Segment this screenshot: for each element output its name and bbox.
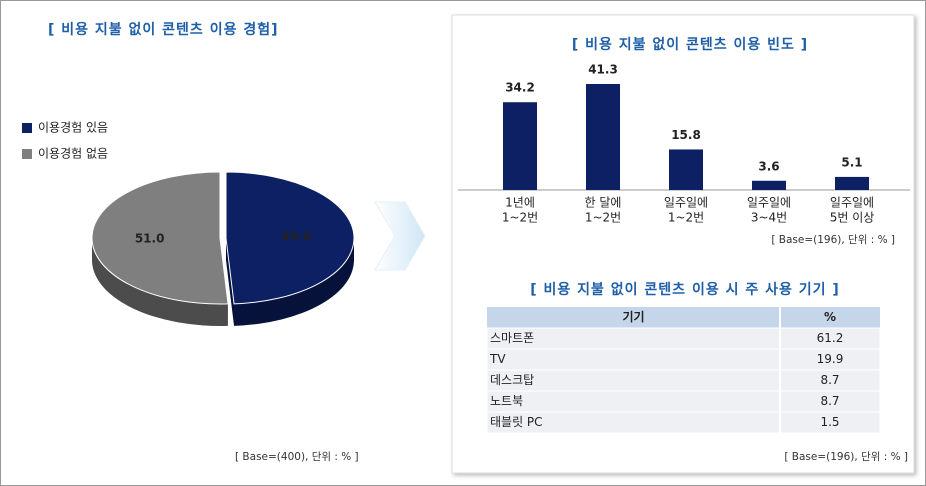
table-cell: TV — [489, 352, 506, 366]
bar — [669, 149, 703, 190]
table-cell: 1.5 — [820, 415, 839, 429]
data-label: 34.2 — [505, 81, 535, 95]
table-cell: 노트북 — [490, 394, 523, 408]
arrow — [374, 201, 426, 271]
legend-label: 이용경험 없음 — [38, 147, 108, 161]
data-label: 49.0 — [282, 229, 312, 243]
bar — [503, 102, 537, 190]
table-cell: 61.2 — [817, 331, 844, 345]
table-header: % — [824, 310, 836, 324]
pie-note: [ Base=(400), 단위 : % ] — [235, 450, 359, 463]
table-header-bg — [487, 307, 880, 328]
x-tick-label: 1~2번 — [668, 211, 704, 225]
data-label: 5.1 — [841, 155, 862, 169]
x-tick-label: 5번 이상 — [830, 211, 875, 225]
x-tick-label: 한 달에 — [585, 196, 622, 210]
table-row-bg — [486, 411, 881, 434]
table-cell: 8.7 — [820, 373, 839, 387]
table-cell: 태블릿 PC — [490, 415, 543, 429]
x-tick-label: 1~2번 — [585, 211, 621, 225]
bar-note: [ Base=(196), 단위 : % ] — [771, 233, 895, 246]
data-label: 15.8 — [671, 128, 701, 142]
legend-label: 이용경험 있음 — [38, 121, 108, 135]
legend-swatch — [22, 149, 32, 159]
bar — [752, 180, 786, 190]
table-note: [ Base=(196), 단위 : % ] — [784, 450, 908, 463]
table-cell: 스마트폰 — [490, 331, 534, 345]
pie-title: [ 비용 지불 없이 콘텐츠 이용 경험] — [48, 21, 278, 38]
data-label: 3.6 — [758, 159, 779, 173]
table-cell: 19.9 — [817, 352, 844, 366]
x-tick-label: 일주일에 — [664, 196, 708, 210]
x-tick-label: 일주일에 — [747, 196, 791, 210]
bar — [835, 176, 869, 190]
pie-slice — [225, 171, 355, 305]
pie-slice — [91, 171, 229, 305]
table-cell: 데스크탑 — [490, 373, 534, 387]
bar-title: [ 비용 지불 없이 콘텐츠 이용 빈도 ] — [572, 36, 808, 53]
table-cell: 8.7 — [820, 394, 839, 408]
x-tick-label: 1년에 — [505, 196, 535, 210]
bar — [586, 84, 620, 190]
table-header: 기기 — [622, 309, 644, 324]
data-label: 41.3 — [588, 63, 618, 77]
legend-swatch — [22, 123, 32, 133]
data-label: 51.0 — [135, 232, 165, 246]
x-tick-label: 3~4번 — [751, 211, 787, 225]
x-tick-label: 1~2번 — [502, 211, 538, 225]
table-title: [ 비용 지불 없이 콘텐츠 이용 시 주 사용 기기 ] — [530, 281, 840, 298]
x-tick-label: 일주일에 — [830, 196, 874, 210]
